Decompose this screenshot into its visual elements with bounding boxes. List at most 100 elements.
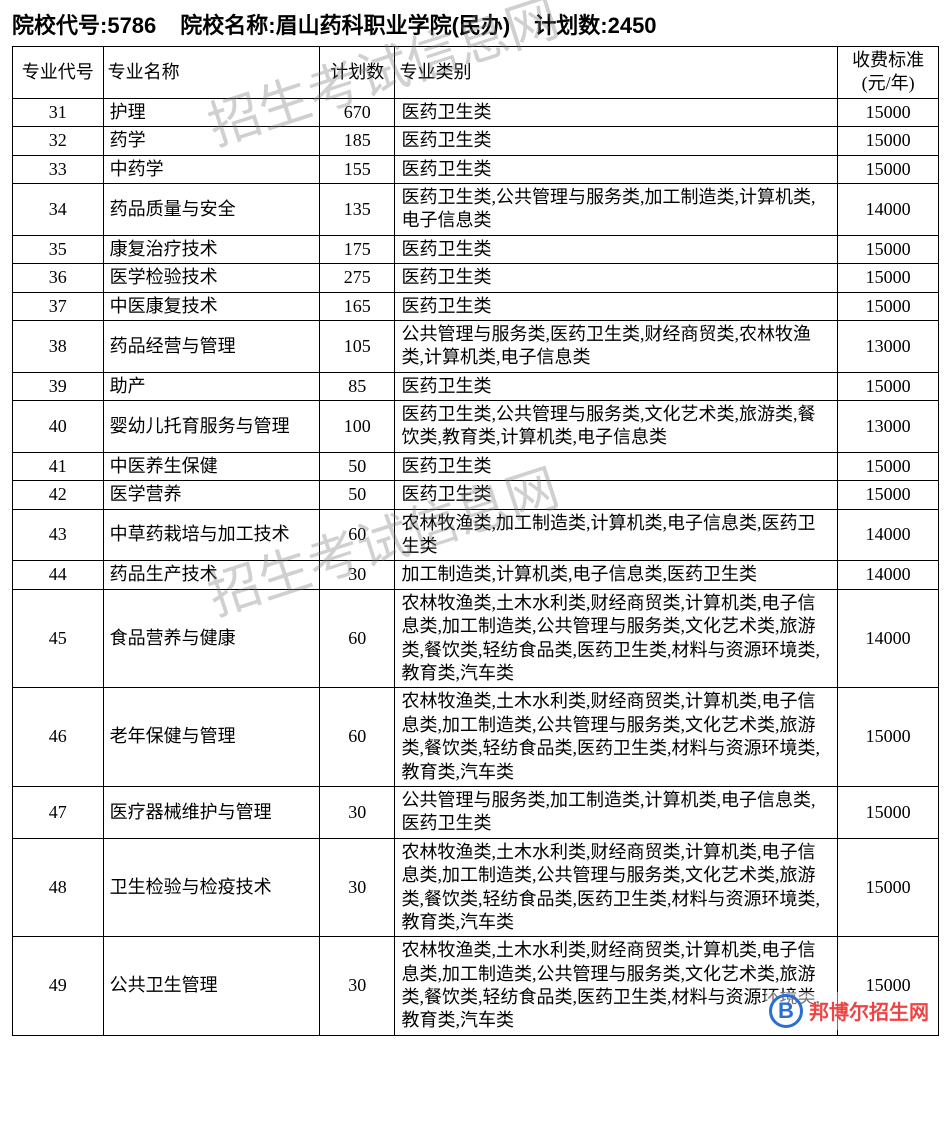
cell-name: 卫生检验与检疫技术 bbox=[103, 838, 319, 937]
cell-name: 老年保健与管理 bbox=[103, 688, 319, 787]
cell-cat: 医药卫生类 bbox=[395, 235, 838, 263]
school-code-label: 院校代号: bbox=[12, 13, 107, 38]
table-row: 34药品质量与安全135医药卫生类,公共管理与服务类,加工制造类,计算机类,电子… bbox=[13, 183, 939, 235]
cell-name: 中医养生保健 bbox=[103, 452, 319, 480]
cell-cat: 医药卫生类 bbox=[395, 372, 838, 400]
cell-code: 33 bbox=[13, 155, 104, 183]
table-row: 31护理670医药卫生类15000 bbox=[13, 98, 939, 126]
table-row: 48卫生检验与检疫技术30农林牧渔类,土木水利类,财经商贸类,计算机类,电子信息… bbox=[13, 838, 939, 937]
cell-name: 药品生产技术 bbox=[103, 561, 319, 589]
plan-total: 计划数:2450 bbox=[534, 8, 656, 40]
cell-cat: 加工制造类,计算机类,电子信息类,医药卫生类 bbox=[395, 561, 838, 589]
cell-fee: 13000 bbox=[838, 401, 939, 453]
cell-name: 药品质量与安全 bbox=[103, 183, 319, 235]
cell-cat: 医药卫生类 bbox=[395, 127, 838, 155]
cell-fee: 15000 bbox=[838, 688, 939, 787]
enrollment-table: 专业代号专业名称计划数专业类别收费标准(元/年) 31护理670医药卫生类150… bbox=[12, 46, 939, 1036]
col-header-name: 专业名称 bbox=[103, 47, 319, 99]
cell-fee: 14000 bbox=[838, 589, 939, 688]
cell-name: 公共卫生管理 bbox=[103, 937, 319, 1036]
cell-cat: 农林牧渔类,土木水利类,财经商贸类,计算机类,电子信息类,加工制造类,公共管理与… bbox=[395, 589, 838, 688]
cell-name: 中草药栽培与加工技术 bbox=[103, 509, 319, 561]
table-row: 35康复治疗技术175医药卫生类15000 bbox=[13, 235, 939, 263]
cell-code: 34 bbox=[13, 183, 104, 235]
cell-name: 医学检验技术 bbox=[103, 264, 319, 292]
table-row: 32药学185医药卫生类15000 bbox=[13, 127, 939, 155]
cell-count: 275 bbox=[319, 264, 394, 292]
school-code-value: 5786 bbox=[107, 13, 156, 38]
table-row: 33中药学155医药卫生类15000 bbox=[13, 155, 939, 183]
cell-code: 38 bbox=[13, 320, 104, 372]
cell-count: 85 bbox=[319, 372, 394, 400]
cell-count: 175 bbox=[319, 235, 394, 263]
cell-name: 药学 bbox=[103, 127, 319, 155]
cell-cat: 农林牧渔类,土木水利类,财经商贸类,计算机类,电子信息类,加工制造类,公共管理与… bbox=[395, 688, 838, 787]
cell-name: 医疗器械维护与管理 bbox=[103, 786, 319, 838]
school-name-label: 院校名称: bbox=[180, 13, 275, 38]
table-row: 36医学检验技术275医药卫生类15000 bbox=[13, 264, 939, 292]
school-code: 院校代号:5786 bbox=[12, 8, 156, 40]
cell-count: 30 bbox=[319, 937, 394, 1036]
table-row: 45食品营养与健康60农林牧渔类,土木水利类,财经商贸类,计算机类,电子信息类,… bbox=[13, 589, 939, 688]
cell-code: 39 bbox=[13, 372, 104, 400]
cell-name: 康复治疗技术 bbox=[103, 235, 319, 263]
cell-cat: 医药卫生类 bbox=[395, 452, 838, 480]
cell-code: 37 bbox=[13, 292, 104, 320]
school-name: 院校名称:眉山药科职业学院(民办) bbox=[180, 8, 510, 40]
cell-cat: 公共管理与服务类,加工制造类,计算机类,电子信息类,医药卫生类 bbox=[395, 786, 838, 838]
cell-fee: 15000 bbox=[838, 372, 939, 400]
cell-count: 30 bbox=[319, 838, 394, 937]
cell-count: 60 bbox=[319, 688, 394, 787]
cell-code: 40 bbox=[13, 401, 104, 453]
cell-code: 42 bbox=[13, 481, 104, 509]
cell-fee: 15000 bbox=[838, 786, 939, 838]
cell-fee: 15000 bbox=[838, 481, 939, 509]
table-row: 37中医康复技术165医药卫生类15000 bbox=[13, 292, 939, 320]
cell-count: 100 bbox=[319, 401, 394, 453]
cell-code: 48 bbox=[13, 838, 104, 937]
table-head: 专业代号专业名称计划数专业类别收费标准(元/年) bbox=[13, 47, 939, 99]
cell-count: 135 bbox=[319, 183, 394, 235]
cell-name: 食品营养与健康 bbox=[103, 589, 319, 688]
cell-name: 助产 bbox=[103, 372, 319, 400]
cell-cat: 公共管理与服务类,医药卫生类,财经商贸类,农林牧渔类,计算机类,电子信息类 bbox=[395, 320, 838, 372]
cell-name: 婴幼儿托育服务与管理 bbox=[103, 401, 319, 453]
cell-fee: 15000 bbox=[838, 292, 939, 320]
cell-count: 30 bbox=[319, 561, 394, 589]
table-row: 44药品生产技术30加工制造类,计算机类,电子信息类,医药卫生类14000 bbox=[13, 561, 939, 589]
cell-fee: 14000 bbox=[838, 183, 939, 235]
cell-fee: 15000 bbox=[838, 264, 939, 292]
table-body: 31护理670医药卫生类1500032药学185医药卫生类1500033中药学1… bbox=[13, 98, 939, 1035]
table-row: 43中草药栽培与加工技术60农林牧渔类,加工制造类,计算机类,电子信息类,医药卫… bbox=[13, 509, 939, 561]
cell-fee: 14000 bbox=[838, 509, 939, 561]
cell-name: 中医康复技术 bbox=[103, 292, 319, 320]
cell-code: 32 bbox=[13, 127, 104, 155]
cell-count: 105 bbox=[319, 320, 394, 372]
plan-total-value: 2450 bbox=[608, 13, 657, 38]
cell-code: 49 bbox=[13, 937, 104, 1036]
cell-code: 47 bbox=[13, 786, 104, 838]
school-name-value: 眉山药科职业学院(民办) bbox=[276, 13, 511, 38]
site-logo: B 邦博尔招生网 bbox=[765, 992, 933, 1030]
cell-cat: 医药卫生类 bbox=[395, 481, 838, 509]
cell-fee: 15000 bbox=[838, 452, 939, 480]
plan-total-label: 计划数: bbox=[534, 13, 607, 38]
cell-fee: 15000 bbox=[838, 98, 939, 126]
cell-count: 60 bbox=[319, 589, 394, 688]
cell-fee: 14000 bbox=[838, 561, 939, 589]
table-header-row: 专业代号专业名称计划数专业类别收费标准(元/年) bbox=[13, 47, 939, 99]
cell-code: 45 bbox=[13, 589, 104, 688]
table-row: 40婴幼儿托育服务与管理100医药卫生类,公共管理与服务类,文化艺术类,旅游类,… bbox=[13, 401, 939, 453]
cell-cat: 医药卫生类,公共管理与服务类,文化艺术类,旅游类,餐饮类,教育类,计算机类,电子… bbox=[395, 401, 838, 453]
col-header-code: 专业代号 bbox=[13, 47, 104, 99]
cell-count: 165 bbox=[319, 292, 394, 320]
cell-cat: 医药卫生类 bbox=[395, 98, 838, 126]
col-header-count: 计划数 bbox=[319, 47, 394, 99]
cell-cat: 农林牧渔类,土木水利类,财经商贸类,计算机类,电子信息类,加工制造类,公共管理与… bbox=[395, 838, 838, 937]
table-row: 38药品经营与管理105公共管理与服务类,医药卫生类,财经商贸类,农林牧渔类,计… bbox=[13, 320, 939, 372]
logo-letter-icon: B bbox=[769, 994, 803, 1028]
cell-fee: 15000 bbox=[838, 838, 939, 937]
cell-fee: 15000 bbox=[838, 127, 939, 155]
cell-code: 41 bbox=[13, 452, 104, 480]
cell-name: 护理 bbox=[103, 98, 319, 126]
